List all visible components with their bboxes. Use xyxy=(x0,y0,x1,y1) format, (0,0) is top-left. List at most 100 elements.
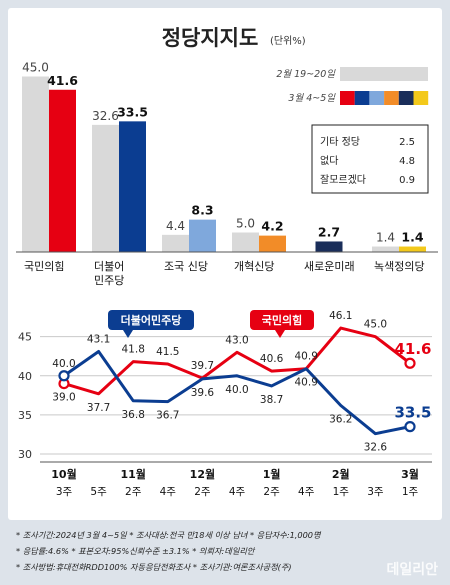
legend-feb-label: 2월 19~20일 xyxy=(276,69,336,80)
series-label-0-5: 43.0 xyxy=(225,334,248,346)
bar-category-5: 녹색정의당 xyxy=(374,260,425,273)
series-label-0-4: 39.7 xyxy=(191,360,214,372)
legend-mar-swatch-5 xyxy=(413,91,429,105)
series-label-0-1: 37.7 xyxy=(87,402,110,414)
footer-line-1: * 조사기간:2024년 3월 4~5일 * 조사대상:전국 만18세 이상 남… xyxy=(16,530,322,540)
watermark-logo: 데일리안 xyxy=(386,561,438,578)
x-tick-week-0: 3주 xyxy=(56,486,73,498)
series-marker-0-10 xyxy=(404,357,416,369)
others-value-0: 2.5 xyxy=(399,137,415,148)
bar-feb-1 xyxy=(92,124,119,252)
bar-mar-label-4: 2.7 xyxy=(318,224,340,239)
footer: * 조사기간:2024년 3월 4~5일 * 조사대상:전국 만18세 이상 남… xyxy=(16,530,438,578)
bar-feb-0 xyxy=(22,76,49,252)
others-label-0: 기타 정당 xyxy=(320,136,360,148)
series-label-1-4: 39.6 xyxy=(191,387,215,399)
y-tick-3: 45 xyxy=(18,331,32,344)
series-callout-bg-0 xyxy=(250,310,314,330)
x-tick-week-9: 3주 xyxy=(367,486,384,498)
x-tick-month-2: 11월 xyxy=(120,467,145,481)
x-tick-month-6: 1월 xyxy=(263,467,281,481)
y-tick-0: 30 xyxy=(18,448,32,461)
legend-mar-swatches xyxy=(340,91,429,105)
series-label-1-3: 36.7 xyxy=(156,410,179,422)
bar-feb-label-3: 5.0 xyxy=(236,217,255,231)
bar-mar-1 xyxy=(119,121,146,252)
x-tick-week-7: 4주 xyxy=(298,486,315,498)
x-tick-week-4: 2주 xyxy=(194,486,211,498)
legend-mar-label: 3월 4~5일 xyxy=(288,93,336,104)
bar-feb-label-5: 1.4 xyxy=(376,231,395,245)
series-marker-1-10 xyxy=(404,421,416,433)
series-label-1-6: 38.7 xyxy=(260,394,283,406)
x-tick-week-8: 1주 xyxy=(333,486,350,498)
x-tick-week-6: 2주 xyxy=(263,486,280,498)
series-callout-label-0: 국민의힘 xyxy=(262,313,302,327)
bar-mar-4 xyxy=(315,241,343,252)
series-callout-bg-1 xyxy=(108,310,194,330)
legend-mar-swatch-4 xyxy=(398,91,414,105)
bar-category-2: 조국 신당 xyxy=(164,260,208,273)
series-callout-pointer-1 xyxy=(123,330,133,338)
x-tick-week-10: 1주 xyxy=(402,486,419,498)
series-label-1-5: 40.0 xyxy=(225,384,248,396)
series-label-0-6: 40.6 xyxy=(260,353,284,365)
series-label-0-0: 39.0 xyxy=(52,392,75,404)
bar-feb-label-1: 32.6 xyxy=(92,109,119,123)
y-tick-2: 40 xyxy=(18,370,32,383)
series-label-1-1: 43.1 xyxy=(87,334,110,346)
bar-category-3: 개혁신당 xyxy=(234,260,274,273)
series-label-1-2: 36.8 xyxy=(122,409,145,421)
x-tick-week-5: 4주 xyxy=(229,486,246,498)
bar-category-1-1: 민주당 xyxy=(94,274,124,287)
bar-category-0: 국민의힘 xyxy=(24,260,64,273)
legend-feb-swatch xyxy=(340,67,428,81)
legend-mar-swatch-3 xyxy=(384,91,399,105)
bar-mar-5 xyxy=(399,246,426,252)
series-label-1-7: 40.9 xyxy=(295,377,318,389)
bar-category-4: 새로운미래 xyxy=(304,260,355,273)
series-label-0-9: 45.0 xyxy=(364,319,387,331)
others-label-2: 잘모르겠다 xyxy=(320,174,366,186)
x-tick-month-4: 12월 xyxy=(190,467,215,481)
x-tick-week-1: 5주 xyxy=(90,486,107,498)
bar-mar-label-5: 1.4 xyxy=(401,230,423,245)
x-tick-month-0: 10월 xyxy=(51,467,76,481)
others-box: 기타 정당 2.5 없다 4.8 잘모르겠다 0.9 xyxy=(311,124,429,194)
series-callout-pointer-0 xyxy=(275,330,285,338)
bar-mar-3 xyxy=(259,235,286,252)
bar-category-1-0: 더불어 xyxy=(94,260,124,273)
bar-mar-0 xyxy=(49,89,76,252)
y-tick-1: 35 xyxy=(18,409,32,422)
x-tick-week-2: 2주 xyxy=(125,486,142,498)
bar-mar-2 xyxy=(189,219,216,252)
bar-mar-label-2: 8.3 xyxy=(191,203,213,218)
x-tick-month-10: 3월 xyxy=(401,467,419,481)
bar-feb-label-0: 45.0 xyxy=(22,61,49,75)
others-box-frame xyxy=(311,124,429,194)
line-chart: 30 35 40 45 10월 3주 5주 11월 2주 4주 12월 2주 4주 1월 2주 4주 2월 1주 3… xyxy=(18,310,432,498)
chart-title: 정당지지도 xyxy=(162,26,259,50)
series-marker-1-0 xyxy=(58,370,70,382)
legend-mar-swatch-2 xyxy=(369,91,385,105)
series-label-0-2: 41.8 xyxy=(122,344,145,356)
bar-chart: 45.041.6 국민의힘 32.633.5 더불어민주당 4.4 8.3 조국 신당 5.0… xyxy=(22,61,426,287)
bar-feb-3 xyxy=(232,232,259,252)
x-tick-week-3: 4주 xyxy=(160,486,177,498)
bar-feb-2 xyxy=(162,234,189,252)
bar-feb-5 xyxy=(372,246,399,252)
x-tick-month-8: 2월 xyxy=(332,467,350,481)
series-label-0-8: 46.1 xyxy=(329,310,352,322)
unit-label: (단위%) xyxy=(270,34,306,47)
footer-line-2: * 응답률:4.6% * 표본오차:95%신뢰수준 ±3.1% * 의뢰자:데일… xyxy=(16,546,256,556)
series-line-1 xyxy=(63,350,411,436)
series-line-0 xyxy=(63,326,411,396)
series-label-0-3: 41.5 xyxy=(156,346,179,358)
footer-line-3: * 조사방법:휴대전화RDD100% 자동응답전화조사 * 조사기관:여론조사공… xyxy=(16,562,292,572)
series-label-1-10: 33.5 xyxy=(394,404,431,422)
legend-mar-swatch-1 xyxy=(354,91,370,105)
bar-mar-label-1: 33.5 xyxy=(117,104,148,119)
others-value-2: 0.9 xyxy=(399,175,415,186)
